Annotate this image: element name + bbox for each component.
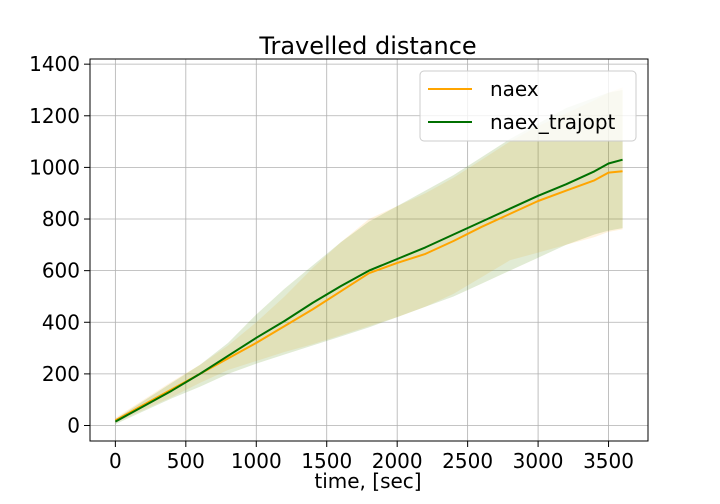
y-axis-ticks: 0 200 400 600 800 1000 1200 1400 [29, 52, 90, 438]
series-lines [114, 158, 623, 423]
line-naex-trajopt [114, 158, 623, 423]
x-tick-label: 2500 [442, 449, 493, 473]
x-tick-label: 0 [109, 449, 122, 473]
x-axis-ticks: 0 500 1000 1500 2000 2500 3000 3500 [109, 441, 634, 473]
x-tick-label: 1000 [231, 449, 282, 473]
y-tick-label: 1200 [29, 104, 80, 128]
confidence-bands [115, 87, 623, 425]
legend-label: naex [490, 77, 539, 101]
y-tick-label: 800 [42, 207, 80, 231]
x-tick-label: 3000 [513, 449, 564, 473]
y-tick-label: 400 [42, 310, 80, 334]
y-tick-label: 600 [42, 259, 80, 283]
chart-title: Travelled distance [258, 32, 476, 60]
y-tick-label: 0 [67, 414, 80, 438]
y-tick-label: 1400 [29, 52, 80, 76]
x-axis-label: time, [sec] [314, 469, 421, 493]
legend-label: naex_trajopt [490, 110, 616, 134]
band-naex-trajopt [115, 90, 623, 425]
plot-frame [89, 58, 649, 442]
band-naex [115, 87, 623, 423]
legend-box [419, 70, 637, 142]
y-tick-label: 1000 [29, 155, 80, 179]
y-tick-label: 200 [42, 362, 80, 386]
x-tick-label: 500 [167, 449, 205, 473]
x-tick-label: 1500 [301, 449, 352, 473]
x-tick-label: 2000 [372, 449, 423, 473]
legend: naex naex_trajopt [419, 70, 637, 142]
x-tick-label: 3500 [583, 449, 634, 473]
